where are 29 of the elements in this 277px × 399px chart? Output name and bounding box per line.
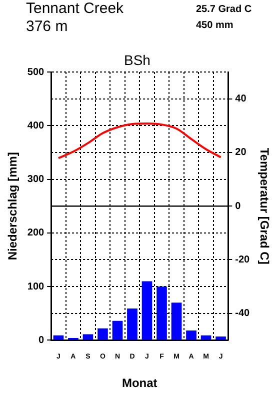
y2-tick-label: 0 [235, 200, 242, 212]
y2-tick-label: 20 [235, 147, 247, 158]
text: 450 mm [196, 20, 234, 31]
y2-tick-label: -40 [235, 308, 250, 320]
bar [156, 286, 167, 340]
chart-title: Tennant Creek [26, 0, 124, 17]
bar [127, 308, 138, 340]
chart-subtitle: 376 m [26, 18, 68, 35]
bar [98, 328, 108, 340]
y2-tick-label: 40 [235, 94, 247, 105]
y-tick-label: 0 [38, 334, 45, 346]
bar [216, 336, 226, 340]
y-tick-label: 200 [27, 228, 45, 239]
y-tick-label: 500 [27, 66, 45, 78]
y2-axis-title: Temperatur [Grad C] [257, 148, 272, 264]
bar [112, 320, 123, 340]
x-axis-title: Monat [122, 376, 158, 390]
y-tick-label: 300 [27, 174, 45, 186]
y-axis-title: Niederschlag [mm] [6, 152, 20, 260]
line-series [57, 122, 222, 160]
text: 25.7 Grad C [196, 4, 252, 15]
y-tick-label: 400 [27, 120, 45, 132]
text: BSh [124, 52, 150, 68]
bar [82, 334, 94, 340]
bar [171, 302, 182, 340]
bar [186, 330, 196, 340]
bar [142, 281, 152, 340]
y-tick-label: 100 [27, 281, 45, 292]
y2-tick-label: -20 [235, 254, 250, 266]
